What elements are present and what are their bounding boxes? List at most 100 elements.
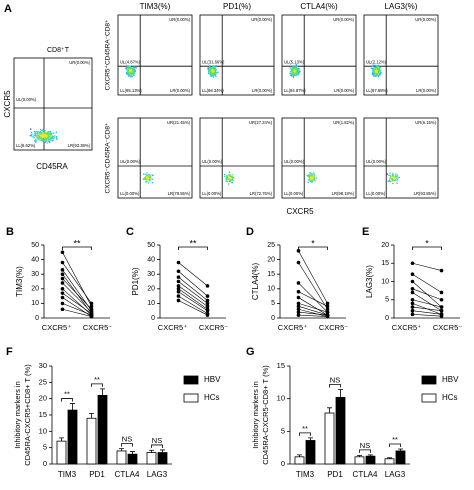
error-bar [368,454,373,457]
event-dot [210,66,212,68]
bar [157,452,168,465]
data-point [176,275,181,279]
y-tick-label: 40 [31,256,39,263]
event-dot [146,177,149,179]
bar [56,440,67,465]
data-point [60,268,65,272]
error-bar [308,437,313,441]
error-bar [297,454,302,457]
event-dot [309,172,311,174]
event-dot [42,140,45,142]
data-point [410,272,415,277]
quadrant-label: LR(0.00%) [334,88,355,93]
data-point [325,314,330,319]
data-point [205,284,210,288]
error-bar [149,449,154,453]
data-point [60,272,65,277]
quadrant-label: LL(0.00%) [284,191,304,196]
event-dot [391,178,393,180]
data-point [439,268,444,273]
data-point [439,290,444,295]
pair-line [412,292,442,311]
pair-line [178,271,208,297]
data-point [205,304,210,309]
event-dot [30,128,32,130]
event-dot [376,72,378,75]
row-label: CXCR5⁻CD45RA⁻CD8⁺ [105,122,112,194]
error-bar [398,448,403,451]
x-tick-label: LAG3 [385,470,406,479]
event-dot [371,67,373,70]
event-dot [292,65,294,68]
error-bar [160,449,165,453]
legend-swatch [421,375,437,385]
event-dot [146,172,148,174]
event-dot [298,71,300,73]
event-dot [127,65,130,68]
data-point [60,281,65,285]
legend-label: HBV [442,375,459,384]
data-point [89,301,94,306]
event-dot [130,69,133,71]
pair-line [178,288,208,310]
significance-label: NS [152,436,162,445]
event-dot [290,69,292,71]
event-dot [373,70,375,72]
quadrant-label: UR(21.45%) [167,120,191,125]
event-dot [373,73,375,75]
significance-label: ** [392,435,398,444]
y-tick-label: 5 [43,443,47,452]
event-dot [127,73,130,76]
data-point [60,287,65,291]
event-dot [312,173,314,176]
event-dot [298,67,300,70]
event-dot [133,65,135,68]
y-tick-label: 10 [277,394,285,403]
event-dot [132,73,135,75]
event-dot [378,72,381,74]
data-point [410,261,415,266]
data-point [296,310,301,314]
event-dot [291,72,293,74]
event-dot [132,68,134,70]
y-tick-label: 20 [267,256,275,263]
event-dot [213,66,216,68]
error-bar [357,455,362,457]
event-dot [212,72,214,75]
data-point [439,308,444,313]
y-tick-label: 25 [267,242,275,249]
data-point [410,312,415,317]
bar [116,450,127,465]
event-dot [291,73,293,76]
event-dot [210,72,213,74]
event-dot [373,68,375,70]
event-dot [377,75,380,78]
pair-line [178,300,208,316]
data-point [60,250,65,255]
pair-line [62,278,92,310]
error-bar [70,403,75,411]
event-dot [128,67,130,70]
event-dot [142,173,145,175]
event-dot [46,133,48,135]
y-tick-label: 50 [31,242,39,249]
event-dot [133,66,136,69]
quadrant-label: LL(94.87%) [284,88,306,93]
y-axis-label: CTLA4(%) [251,262,260,300]
event-dot [208,67,210,69]
gate-title: CD8⁺T [47,47,70,54]
data-point [410,305,415,309]
event-dot [310,173,312,176]
event-dot [46,138,48,140]
pair-line [298,303,328,313]
y-tick-label: 10 [381,278,389,285]
event-dot [48,132,50,134]
error-bar [130,451,135,455]
significance-bracket [298,246,328,250]
event-dot [295,74,298,77]
event-dot [51,140,53,142]
bar [127,453,138,465]
event-dot [46,142,48,144]
quadrant-label: LL(0.00%) [366,191,386,196]
event-dot [229,174,231,176]
